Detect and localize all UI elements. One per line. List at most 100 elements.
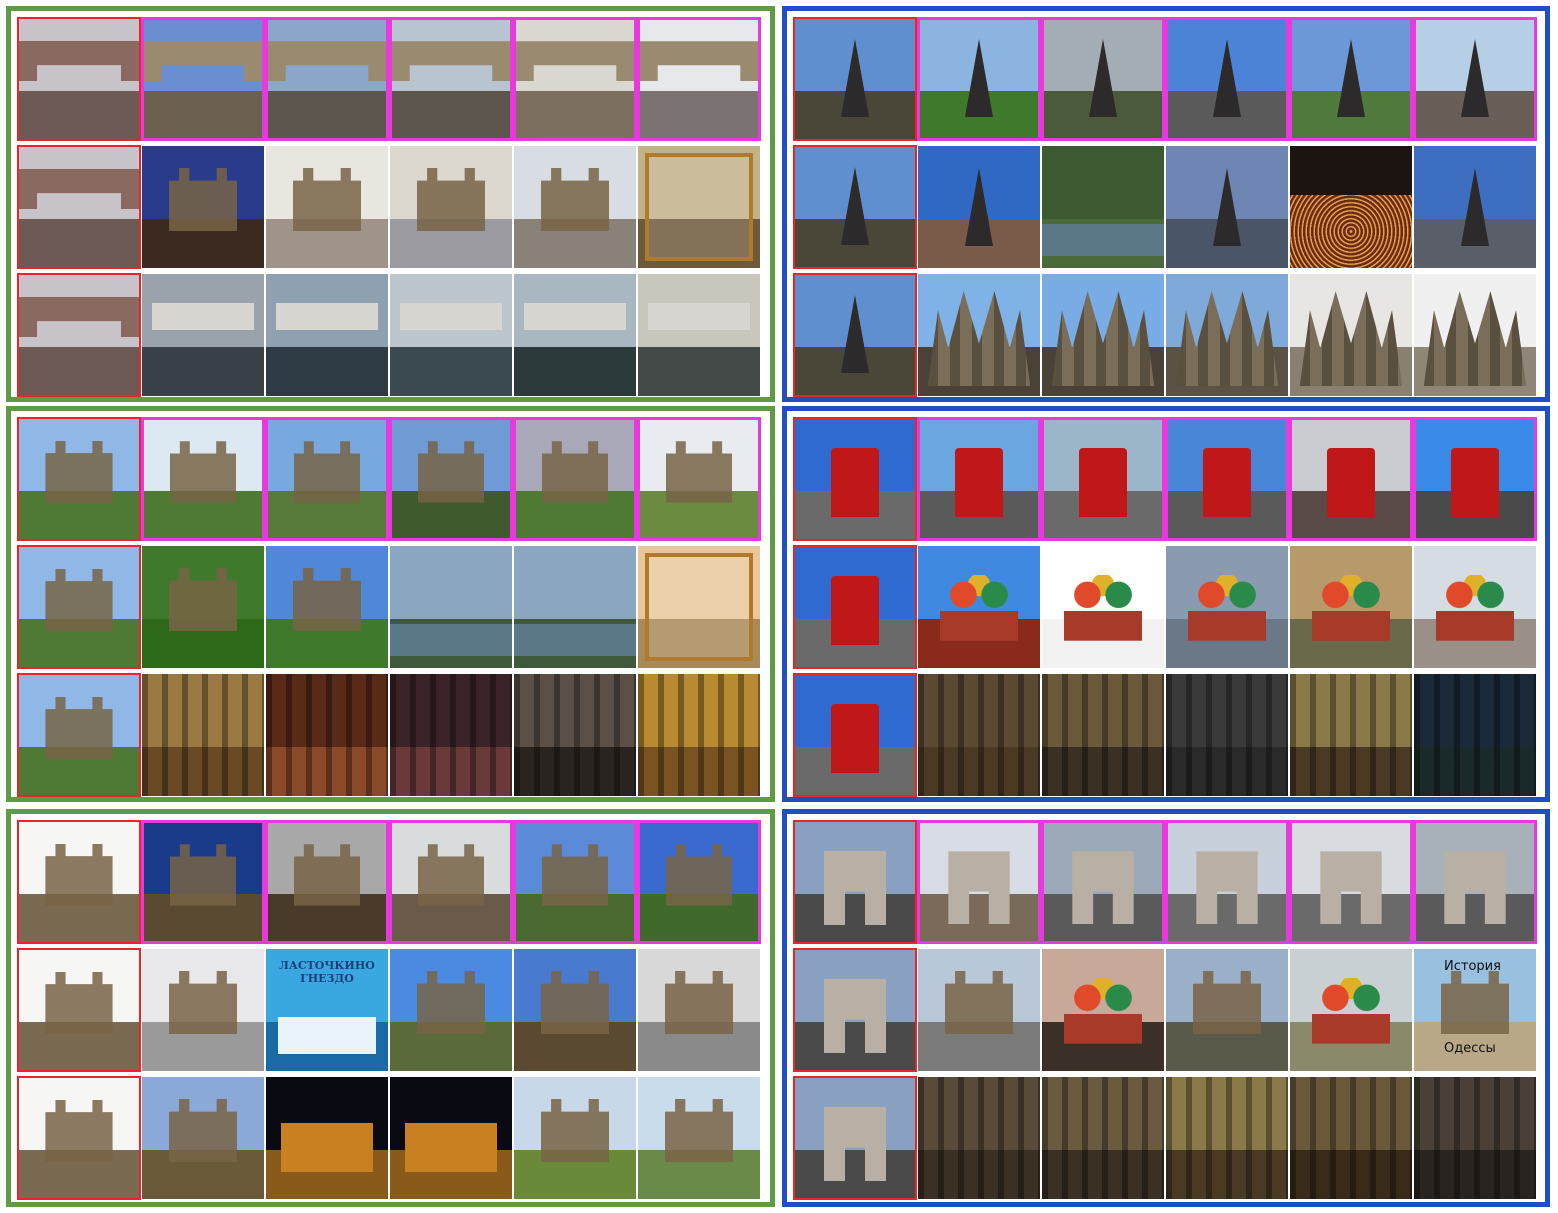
query-image[interactable] bbox=[17, 545, 141, 669]
retrieved-image[interactable] bbox=[637, 545, 761, 669]
retrieved-image[interactable] bbox=[917, 673, 1041, 797]
retrieved-image[interactable] bbox=[389, 145, 513, 269]
retrieved-image[interactable] bbox=[389, 948, 513, 1072]
retrieved-image[interactable] bbox=[389, 545, 513, 669]
query-image[interactable] bbox=[17, 417, 141, 541]
retrieved-image[interactable] bbox=[141, 273, 265, 397]
matched-image[interactable] bbox=[917, 417, 1041, 541]
retrieved-image[interactable] bbox=[513, 145, 637, 269]
retrieved-image[interactable]: История Одессы bbox=[1413, 948, 1537, 1072]
matched-image[interactable] bbox=[637, 417, 761, 541]
retrieved-image[interactable] bbox=[1413, 673, 1537, 797]
matched-image[interactable] bbox=[141, 17, 265, 141]
retrieved-image[interactable] bbox=[1289, 673, 1413, 797]
matched-image[interactable] bbox=[1041, 820, 1165, 944]
matched-image[interactable] bbox=[1041, 17, 1165, 141]
retrieved-image[interactable] bbox=[1041, 273, 1165, 397]
retrieved-image[interactable] bbox=[265, 1076, 389, 1200]
query-image[interactable] bbox=[793, 1076, 917, 1200]
query-image[interactable] bbox=[17, 673, 141, 797]
retrieved-image[interactable] bbox=[265, 273, 389, 397]
retrieved-image[interactable] bbox=[917, 145, 1041, 269]
matched-image[interactable] bbox=[1413, 417, 1537, 541]
retrieved-image[interactable] bbox=[513, 948, 637, 1072]
retrieved-image[interactable] bbox=[389, 673, 513, 797]
retrieved-image[interactable] bbox=[1165, 1076, 1289, 1200]
retrieved-image[interactable] bbox=[1165, 273, 1289, 397]
matched-image[interactable] bbox=[1165, 820, 1289, 944]
retrieved-image[interactable] bbox=[1413, 273, 1537, 397]
matched-image[interactable] bbox=[141, 417, 265, 541]
retrieved-image[interactable] bbox=[389, 1076, 513, 1200]
matched-image[interactable] bbox=[1413, 17, 1537, 141]
retrieved-image[interactable] bbox=[1041, 1076, 1165, 1200]
matched-image[interactable] bbox=[389, 820, 513, 944]
retrieved-image[interactable] bbox=[1165, 545, 1289, 669]
retrieved-image[interactable]: ЛАСТОЧКИНО ГНЕЗДО bbox=[265, 948, 389, 1072]
retrieved-image[interactable] bbox=[1289, 273, 1413, 397]
retrieved-image[interactable] bbox=[1165, 673, 1289, 797]
query-image[interactable] bbox=[17, 17, 141, 141]
matched-image[interactable] bbox=[513, 417, 637, 541]
matched-image[interactable] bbox=[917, 820, 1041, 944]
matched-image[interactable] bbox=[1165, 17, 1289, 141]
retrieved-image[interactable] bbox=[1289, 545, 1413, 669]
query-image[interactable] bbox=[793, 17, 917, 141]
retrieved-image[interactable] bbox=[1041, 673, 1165, 797]
matched-image[interactable] bbox=[141, 820, 265, 944]
retrieved-image[interactable] bbox=[1165, 948, 1289, 1072]
retrieved-image[interactable] bbox=[1289, 948, 1413, 1072]
retrieved-image[interactable] bbox=[389, 273, 513, 397]
retrieved-image[interactable] bbox=[141, 145, 265, 269]
retrieved-image[interactable] bbox=[637, 273, 761, 397]
matched-image[interactable] bbox=[265, 820, 389, 944]
query-image[interactable] bbox=[793, 948, 917, 1072]
retrieved-image[interactable] bbox=[513, 545, 637, 669]
retrieved-image[interactable] bbox=[1289, 145, 1413, 269]
matched-image[interactable] bbox=[265, 417, 389, 541]
retrieved-image[interactable] bbox=[1041, 545, 1165, 669]
matched-image[interactable] bbox=[637, 17, 761, 141]
retrieved-image[interactable] bbox=[1413, 1076, 1537, 1200]
matched-image[interactable] bbox=[389, 417, 513, 541]
retrieved-image[interactable] bbox=[917, 273, 1041, 397]
retrieved-image[interactable] bbox=[637, 948, 761, 1072]
retrieved-image[interactable] bbox=[513, 273, 637, 397]
retrieved-image[interactable] bbox=[141, 545, 265, 669]
matched-image[interactable] bbox=[513, 17, 637, 141]
query-image[interactable] bbox=[793, 673, 917, 797]
retrieved-image[interactable] bbox=[513, 1076, 637, 1200]
retrieved-image[interactable] bbox=[513, 673, 637, 797]
retrieved-image[interactable] bbox=[1413, 545, 1537, 669]
query-image[interactable] bbox=[793, 820, 917, 944]
matched-image[interactable] bbox=[917, 17, 1041, 141]
query-image[interactable] bbox=[17, 1076, 141, 1200]
matched-image[interactable] bbox=[1289, 17, 1413, 141]
query-image[interactable] bbox=[793, 417, 917, 541]
matched-image[interactable] bbox=[1165, 417, 1289, 541]
retrieved-image[interactable] bbox=[141, 673, 265, 797]
retrieved-image[interactable] bbox=[637, 673, 761, 797]
matched-image[interactable] bbox=[1289, 820, 1413, 944]
retrieved-image[interactable] bbox=[1165, 145, 1289, 269]
matched-image[interactable] bbox=[1413, 820, 1537, 944]
query-image[interactable] bbox=[793, 145, 917, 269]
retrieved-image[interactable] bbox=[637, 1076, 761, 1200]
matched-image[interactable] bbox=[265, 17, 389, 141]
retrieved-image[interactable] bbox=[917, 1076, 1041, 1200]
retrieved-image[interactable] bbox=[917, 545, 1041, 669]
retrieved-image[interactable] bbox=[1041, 145, 1165, 269]
retrieved-image[interactable] bbox=[1289, 1076, 1413, 1200]
matched-image[interactable] bbox=[1041, 417, 1165, 541]
retrieved-image[interactable] bbox=[265, 145, 389, 269]
retrieved-image[interactable] bbox=[141, 948, 265, 1072]
matched-image[interactable] bbox=[513, 820, 637, 944]
query-image[interactable] bbox=[17, 820, 141, 944]
retrieved-image[interactable] bbox=[1041, 948, 1165, 1072]
retrieved-image[interactable] bbox=[1413, 145, 1537, 269]
query-image[interactable] bbox=[17, 948, 141, 1072]
matched-image[interactable] bbox=[1289, 417, 1413, 541]
retrieved-image[interactable] bbox=[265, 673, 389, 797]
query-image[interactable] bbox=[17, 273, 141, 397]
query-image[interactable] bbox=[17, 145, 141, 269]
